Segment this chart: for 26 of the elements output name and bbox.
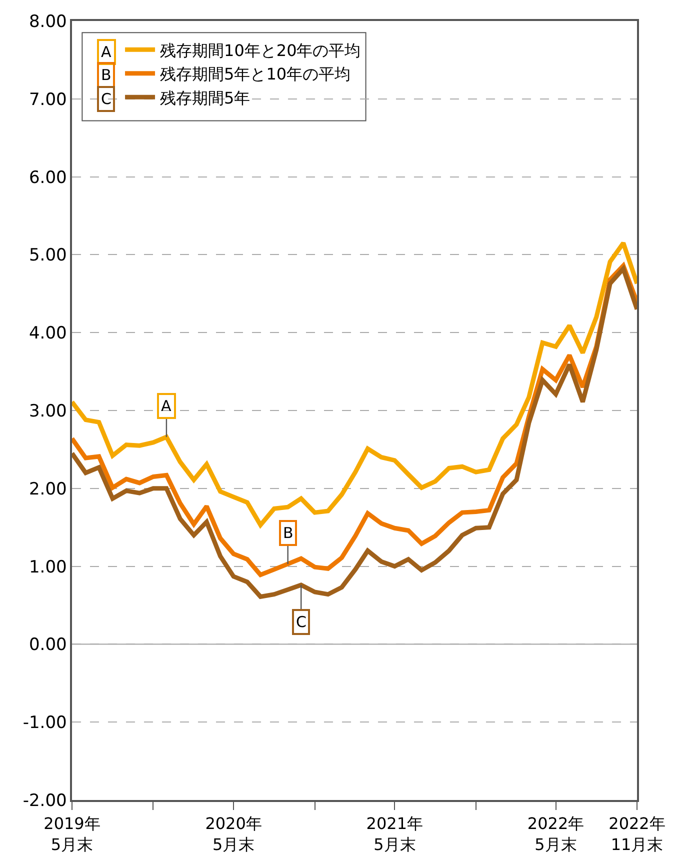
text: B	[101, 66, 112, 84]
x-tick-label: 2022年 11月末	[608, 814, 666, 854]
text: A	[101, 43, 112, 61]
y-tick-label: 4.00	[28, 324, 67, 344]
x-tick-label: 2019年 5月末	[44, 814, 100, 854]
legend-label: 残存期間5年と10年の平均	[160, 64, 351, 84]
y-tick-label: 6.00	[28, 168, 67, 188]
y-tick-label: 5.00	[28, 246, 67, 266]
y-tick-label: 3.00	[28, 401, 67, 422]
text: C	[101, 90, 112, 108]
x-tick-label: 2020年 5月末	[205, 814, 262, 854]
legend-label: 残存期間5年	[160, 88, 250, 108]
annotation: B	[283, 524, 294, 542]
annotation: A	[161, 397, 172, 415]
legend-label: 残存期間10年と20年の平均	[160, 40, 361, 60]
y-tick-label: 7.00	[28, 90, 67, 110]
y-tick-label: 0.00	[28, 635, 67, 656]
y-tick-label: 2.00	[28, 479, 67, 500]
y-tick-label: -1.00	[22, 713, 67, 734]
y-tick-label: -2.00	[22, 790, 67, 811]
x-tick-label: 2022年 5月末	[527, 814, 584, 854]
annotation: C	[296, 613, 306, 631]
y-tick-label: 1.00	[28, 557, 67, 578]
y-tick-label: 8.00	[28, 12, 67, 32]
line-series	[72, 240, 637, 528]
x-tick-label: 2021年 5月末	[366, 814, 424, 854]
